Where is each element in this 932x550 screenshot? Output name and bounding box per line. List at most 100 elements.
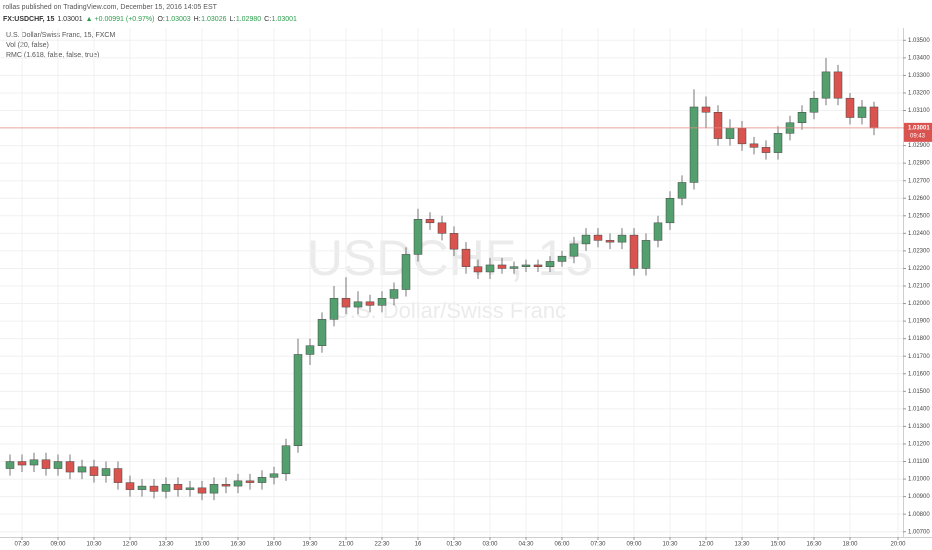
info-text: 1.02980 [236, 16, 261, 23]
y-tick-label: 1.03100 [908, 108, 930, 114]
info-text: C: [264, 16, 271, 23]
candle-body [845, 97, 855, 118]
candle-body [245, 480, 255, 483]
candle-body [749, 143, 759, 148]
candle-body [737, 127, 747, 145]
y-tick-label: 1.02400 [908, 231, 930, 237]
x-tick-label: 16:30 [230, 542, 246, 548]
y-tick-label: 1.01700 [908, 354, 930, 360]
info-text: O: [157, 16, 164, 23]
candle-body [569, 243, 579, 257]
candle-body [461, 248, 471, 267]
x-tick-label: 22:30 [374, 542, 390, 548]
candle-body [89, 466, 99, 476]
x-tick-label: 12:00 [122, 542, 138, 548]
candle-body [5, 461, 15, 469]
y-tick-label: 1.01100 [908, 459, 930, 465]
header: rollas published on TradingView.com, Dec… [3, 4, 218, 11]
x-tick-label: 13:30 [734, 542, 750, 548]
info-text: L: [229, 16, 235, 23]
y-tick-label: 1.01000 [908, 477, 930, 483]
info-text: ▲ +0.00991 (+0.97%) [86, 16, 155, 23]
y-tick-label: 1.03500 [908, 38, 930, 44]
candle-body [221, 484, 231, 487]
y-tick-label: 1.00900 [908, 494, 930, 500]
info-text: 1.03001 [272, 16, 297, 23]
x-tick-label: 09:00 [50, 542, 66, 548]
candle-body [257, 477, 267, 483]
y-tick-label: 1.02200 [908, 266, 930, 272]
candle-body [365, 301, 375, 306]
x-tick-label: 15:00 [770, 542, 786, 548]
candle-body [173, 484, 183, 490]
y-tick-label: 1.02500 [908, 213, 930, 219]
candle-body [497, 264, 507, 269]
candle-body [377, 298, 387, 306]
candle-body [17, 461, 27, 466]
candle-body [593, 234, 603, 241]
candle-body [125, 482, 135, 490]
candle-body [605, 240, 615, 243]
candle-body [149, 485, 159, 492]
y-tick-label: 1.02600 [908, 196, 930, 202]
y-tick-label: 1.02900 [908, 143, 930, 149]
candle-body [65, 461, 75, 473]
candle-body [317, 319, 327, 346]
y-tick-label: 1.03400 [908, 55, 930, 61]
candle-body [629, 234, 639, 269]
x-tick-label: 09:00 [626, 542, 642, 548]
x-tick-label: 18:00 [266, 542, 282, 548]
info-line: FX:USDCHF, 15 1.03001 ▲ +0.00991 (+0.97%) O… [3, 16, 297, 23]
candle-body [113, 468, 123, 483]
x-tick-label: 01:30 [446, 542, 462, 548]
x-tick-label: 18:00 [842, 542, 858, 548]
candle-body [773, 133, 783, 153]
candle-body [521, 264, 531, 267]
candle-body [833, 71, 843, 99]
info-text: FX:USDCHF, 15 [3, 16, 54, 23]
legend-item: RMC (1.618, false, false, true) [6, 52, 99, 59]
x-tick-label: 15:00 [194, 542, 210, 548]
y-tick-label: 1.02700 [908, 178, 930, 184]
candle-body [485, 264, 495, 273]
y-tick-label: 1.01300 [908, 424, 930, 430]
candle-body [77, 466, 87, 473]
candle-body [137, 485, 147, 490]
y-tick-label: 1.02100 [908, 284, 930, 290]
candle-body [329, 298, 339, 320]
legend-item: U.S. Dollar/Swiss Franc, 15, FXCM [6, 32, 115, 39]
candle-body [293, 354, 303, 446]
x-tick-label: 13:30 [158, 542, 174, 548]
candle-body [161, 484, 171, 492]
candle-body [413, 219, 423, 255]
candle-body [101, 468, 111, 476]
x-tick-label: 16:30 [806, 542, 822, 548]
candle-body [449, 233, 459, 250]
candle-body [389, 289, 399, 299]
candle-body [509, 266, 519, 269]
candle-body [677, 182, 687, 199]
candle-body [725, 127, 735, 139]
candle-body [353, 301, 363, 308]
candle-body [533, 264, 543, 267]
candle-body [713, 111, 723, 139]
candle-body [761, 147, 771, 153]
candle-body [641, 240, 651, 269]
x-tick-label: 16 [415, 542, 422, 548]
candle-body [857, 106, 867, 118]
candle-body [305, 345, 315, 355]
candle-body [869, 106, 879, 129]
candle-body [809, 97, 819, 113]
candle-body [425, 219, 435, 224]
price-label-box [904, 122, 932, 142]
y-tick-label: 1.01200 [908, 442, 930, 448]
candle-body [437, 222, 447, 234]
candle-body [557, 255, 567, 262]
x-tick-label: 20:00 [890, 542, 906, 548]
candle-body [281, 445, 291, 475]
candle-body [197, 487, 207, 494]
y-tick-label: 1.03200 [908, 91, 930, 97]
y-tick-label: 1.01800 [908, 336, 930, 342]
x-tick-label: 21:00 [338, 542, 354, 548]
